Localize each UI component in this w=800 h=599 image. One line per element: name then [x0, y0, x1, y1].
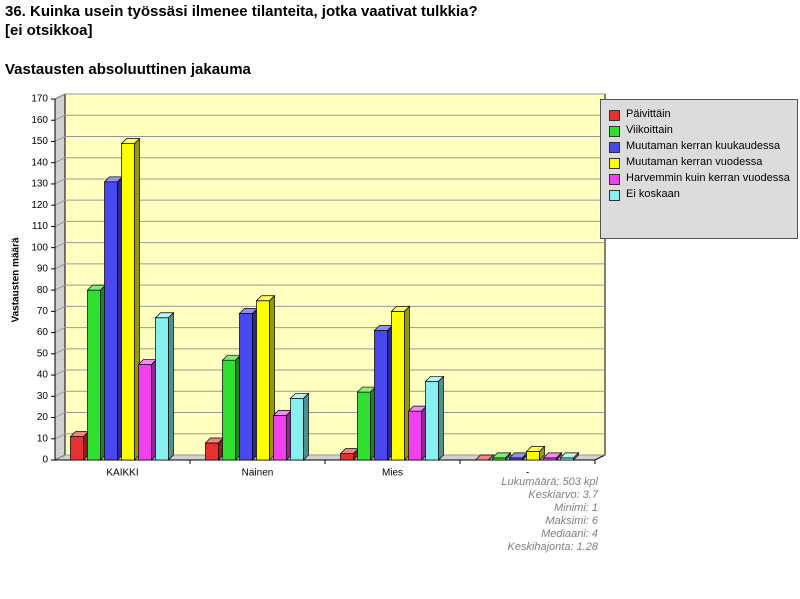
annotation: Lukumäärä: 503 kpl — [501, 476, 598, 488]
heading: Vastausten absoluuttinen jakauma — [5, 61, 251, 78]
annotation: Maksimi: 6 — [545, 515, 598, 527]
y-tick-label: 10 — [37, 433, 49, 444]
bar-side — [539, 445, 545, 461]
legend-item: Päivittäin — [609, 108, 791, 121]
y-tick-label: 140 — [31, 157, 48, 168]
x-tick-label: - — [526, 468, 529, 479]
y-tick-label: 30 — [37, 391, 49, 402]
bar-side — [438, 375, 444, 461]
legend-swatch — [609, 110, 620, 121]
grid-line — [54, 305, 66, 312]
y-tick-label: 40 — [37, 370, 49, 381]
side-wall — [54, 93, 66, 461]
grid-line — [54, 263, 66, 270]
bar — [121, 143, 135, 461]
bar — [222, 359, 236, 461]
bar — [408, 410, 422, 461]
grid-line — [54, 199, 66, 206]
grid-line — [54, 412, 66, 418]
legend-label: Muutaman kerran vuodessa — [626, 156, 763, 168]
legend-item: Ei koskaan — [609, 188, 791, 201]
bar — [239, 313, 253, 461]
legend-label: Päivittäin — [626, 108, 671, 120]
grid-line — [54, 433, 66, 440]
bar — [357, 391, 371, 461]
annotation: Minimi: 1 — [554, 502, 598, 514]
legend-label: Viikoittain — [626, 124, 673, 136]
annotation: Keskiarvo: 3.7 — [528, 489, 599, 501]
bar — [256, 300, 270, 461]
bar — [425, 381, 439, 461]
grid-line — [54, 390, 66, 397]
y-tick-label: 170 — [31, 94, 48, 105]
y-tick-label: 50 — [37, 348, 49, 359]
bar — [205, 442, 219, 461]
bar — [70, 436, 84, 461]
y-tick-label: 60 — [37, 327, 49, 338]
grid-line — [54, 348, 66, 355]
bar — [374, 330, 388, 461]
grid-line — [54, 242, 66, 249]
grid-line — [54, 136, 66, 142]
y-tick-label: 100 — [31, 242, 48, 253]
y-tick-label: 20 — [37, 412, 49, 423]
bar-side — [573, 452, 579, 461]
grid-line — [54, 178, 66, 185]
legend-label: Harvemmin kuin kerran vuodessa — [626, 172, 790, 184]
bar — [155, 317, 169, 461]
grid-line — [54, 284, 66, 291]
x-tick-label: KAIKKI — [106, 468, 138, 479]
legend-swatch — [609, 174, 620, 185]
bar — [526, 451, 540, 461]
grid-line — [54, 93, 66, 100]
bar — [138, 364, 152, 461]
bar-side — [168, 311, 174, 461]
legend-swatch — [609, 142, 620, 153]
x-tick-label: Mies — [382, 468, 403, 479]
legend-label: Ei koskaan — [626, 188, 680, 200]
y-tick-label: 150 — [31, 136, 48, 147]
y-tick-label: 90 — [37, 264, 49, 275]
y-tick-label: 80 — [37, 285, 49, 296]
bar-side — [505, 452, 511, 461]
bar — [104, 181, 118, 461]
bar — [290, 398, 304, 461]
bar — [340, 453, 354, 461]
legend-swatch — [609, 126, 620, 137]
bar-side — [488, 454, 494, 461]
y-tick-label: 110 — [32, 221, 48, 232]
legend-swatch — [609, 190, 620, 201]
bar-side — [303, 392, 309, 461]
annotation: Mediaani: 4 — [541, 528, 598, 540]
grid-line — [54, 369, 66, 376]
legend-item: Harvemmin kuin kerran vuodessa — [609, 172, 791, 185]
grid-line — [54, 327, 66, 334]
bar — [273, 415, 287, 461]
y-axis-label: Vastausten määrä — [11, 237, 22, 322]
title: 36. Kuinka usein työssäsi ilmenee tilant… — [5, 3, 478, 20]
grid-line — [54, 220, 66, 227]
y-tick-label: 0 — [42, 455, 48, 466]
grid-line — [54, 114, 66, 121]
y-tick-label: 120 — [31, 200, 48, 211]
bar — [391, 311, 405, 461]
bar — [87, 289, 101, 461]
subtitle: [ei otsikkoa] — [5, 22, 93, 39]
legend: Päivittäin Viikoittain Muutaman kerran kuu… — [600, 99, 798, 239]
grid-line — [54, 454, 66, 461]
legend-item: Muutaman kerran kuukaudessa — [609, 140, 791, 153]
legend-swatch — [609, 158, 620, 169]
legend-item: Viikoittain — [609, 124, 791, 137]
legend-label: Muutaman kerran kuukaudessa — [626, 140, 781, 152]
annotation: Keskihajonta: 1.28 — [507, 541, 598, 553]
y-tick-label: 70 — [37, 306, 49, 317]
bar-side — [556, 452, 562, 461]
x-tick-label: Nainen — [242, 468, 274, 479]
legend-item: Muutaman kerran vuodessa — [609, 156, 791, 169]
y-tick-label: 160 — [31, 115, 48, 126]
y-tick-label: 130 — [31, 179, 48, 190]
grid-line — [54, 157, 66, 164]
